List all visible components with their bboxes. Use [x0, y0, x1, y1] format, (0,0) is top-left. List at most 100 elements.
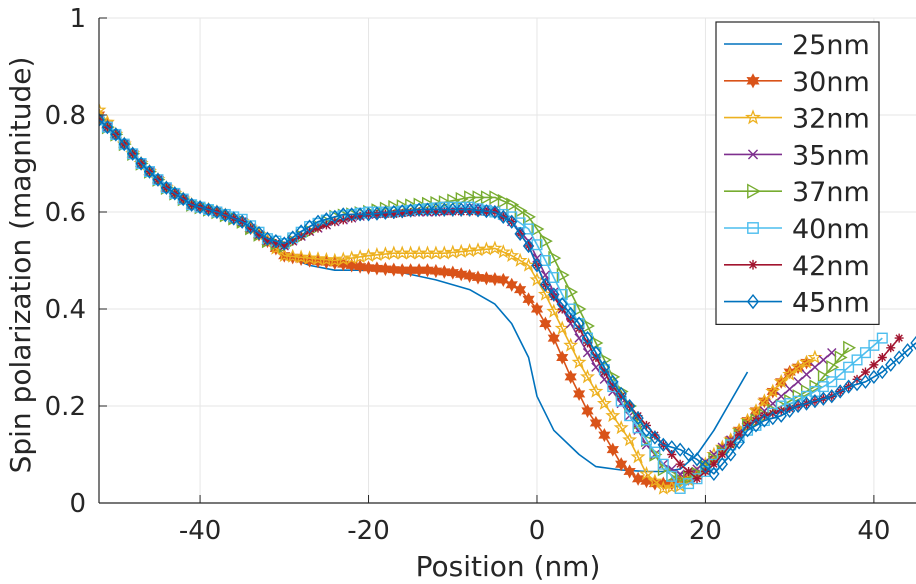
- data-point: [607, 374, 619, 389]
- data-point: [548, 271, 560, 283]
- legend-label: 32nm: [792, 104, 870, 135]
- x-tick-label: -20: [347, 516, 389, 546]
- data-point: [463, 202, 476, 217]
- data-point: [783, 403, 796, 418]
- data-point: [886, 343, 896, 353]
- data-point: [790, 359, 806, 374]
- data-point: [539, 277, 552, 292]
- data-point: [522, 292, 535, 307]
- data-point: [640, 423, 653, 438]
- data-point: [591, 353, 601, 362]
- data-point: [310, 251, 326, 266]
- data-point: [271, 239, 281, 249]
- data-point: [700, 466, 710, 476]
- legend-marker: [748, 259, 758, 270]
- data-point: [531, 258, 543, 273]
- data-point: [859, 374, 872, 389]
- data-point: [293, 249, 309, 264]
- data-point: [404, 203, 417, 218]
- data-point: [489, 204, 501, 220]
- legend-entry: 40nm: [724, 214, 870, 245]
- data-point: [775, 408, 787, 423]
- data-point: [262, 236, 272, 246]
- data-point: [372, 209, 382, 219]
- data-point: [675, 459, 685, 469]
- data-point: [278, 236, 290, 251]
- data-point: [583, 338, 593, 348]
- data-point: [497, 209, 509, 224]
- legend-marker: [747, 183, 761, 199]
- data-point: [253, 225, 265, 241]
- data-point: [504, 247, 520, 262]
- data-point: [566, 314, 576, 324]
- data-point: [380, 209, 390, 219]
- legend-label: 37nm: [792, 177, 870, 208]
- data-point: [868, 369, 880, 385]
- data-point: [169, 186, 181, 201]
- data-point: [666, 440, 678, 455]
- data-point: [615, 386, 627, 401]
- data-point: [667, 450, 677, 459]
- data-point: [869, 360, 879, 370]
- data-point: [539, 316, 552, 331]
- data-point: [556, 350, 569, 365]
- data-point: [406, 208, 416, 218]
- data-point: [302, 250, 318, 265]
- data-point: [185, 197, 198, 212]
- data-point: [843, 361, 855, 373]
- data-point: [623, 398, 636, 414]
- data-point: [799, 354, 814, 369]
- data-point: [699, 459, 712, 474]
- data-point: [236, 214, 248, 229]
- data-point: [506, 214, 518, 229]
- data-point: [370, 261, 384, 276]
- data-point: [852, 374, 862, 384]
- data-point: [581, 330, 594, 346]
- data-point: [910, 335, 916, 351]
- data-point: [126, 146, 139, 161]
- data-point: [834, 384, 846, 399]
- legend-entry: 37nm: [724, 177, 870, 208]
- data-point: [448, 207, 458, 217]
- data-point: [765, 383, 781, 398]
- data-point: [422, 207, 432, 217]
- legend-marker: [747, 222, 759, 234]
- data-point: [657, 458, 669, 470]
- data-point: [574, 333, 584, 343]
- data-point: [868, 339, 880, 351]
- data-point: [135, 156, 147, 171]
- data-point: [143, 164, 156, 179]
- data-point: [296, 231, 306, 241]
- data-point: [389, 209, 399, 219]
- x-tick-label: -40: [179, 516, 221, 546]
- data-point: [473, 207, 483, 217]
- data-point: [750, 418, 762, 433]
- data-point: [330, 217, 340, 227]
- data-point: [573, 316, 585, 331]
- data-point: [118, 136, 130, 152]
- data-point: [598, 360, 611, 375]
- data-point: [270, 233, 282, 249]
- data-point: [455, 202, 467, 217]
- data-point: [556, 297, 568, 312]
- data-point: [421, 202, 434, 217]
- data-point: [177, 191, 189, 207]
- legend-box: [715, 21, 880, 325]
- y-tick-label: 0: [69, 489, 86, 519]
- data-point: [354, 207, 366, 222]
- data-point: [834, 368, 846, 380]
- data-point: [606, 442, 619, 457]
- data-point: [598, 428, 611, 443]
- data-point: [784, 384, 795, 394]
- data-point: [666, 470, 678, 482]
- legend-marker: [746, 73, 760, 89]
- data-point: [388, 204, 400, 220]
- data-point: [717, 450, 727, 459]
- data-point: [588, 383, 604, 398]
- data-point: [894, 333, 904, 343]
- data-point: [514, 226, 526, 241]
- data-point: [876, 332, 888, 344]
- data-point: [826, 389, 838, 404]
- data-point: [371, 206, 383, 221]
